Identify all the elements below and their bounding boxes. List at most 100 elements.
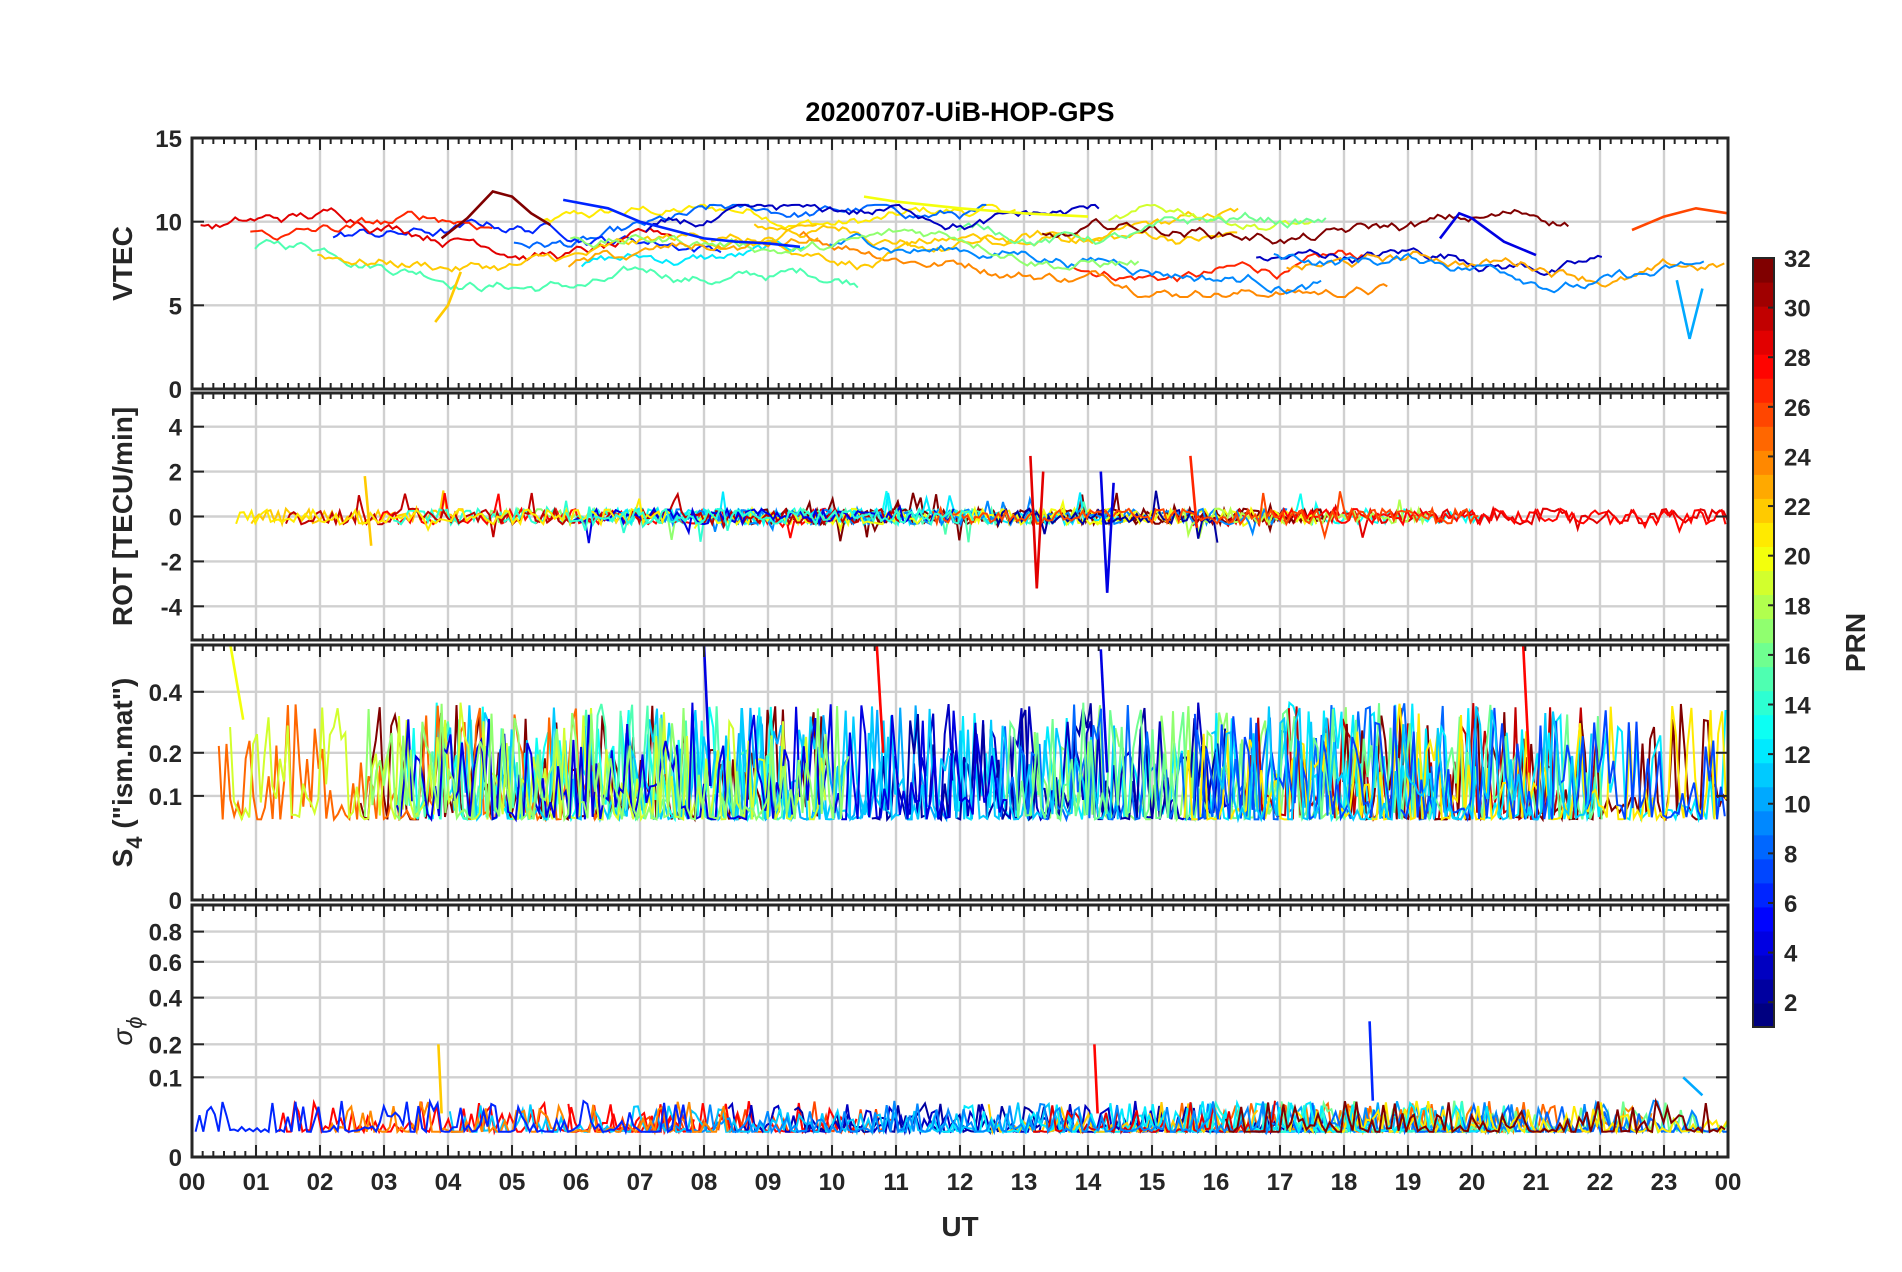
x-tick-label: 10 [819,1169,846,1196]
series-prn-22 [363,475,373,546]
colorbar-swatch [1753,690,1774,716]
panel-rot: -4 -2 0 2 4 ROT [TECU/min] [107,391,1730,642]
trace-background [621,706,1119,823]
colorbar-swatch [1753,426,1774,451]
colorbar-swatch [1753,786,1774,812]
x-tick-label: 04 [435,1169,462,1196]
series-prn-20 [229,645,245,720]
trace-background [992,703,1448,823]
colorbar-swatch [1753,378,1774,403]
y-tick-label: 0 [169,1145,182,1172]
y-tick-label: 15 [155,126,182,153]
colorbar-swatch [1753,882,1774,908]
y-tick-label: 0.1 [149,784,182,811]
x-tick-label: 17 [1267,1169,1294,1196]
colorbar-swatch [1753,402,1774,427]
x-tick-label: 12 [947,1169,974,1196]
colorbar-label: PRN [1840,613,1871,672]
colorbar-tick-label: 12 [1784,742,1811,769]
series-prn-28 [1093,1044,1099,1114]
trace-background [217,704,604,823]
series-prn-10 [1682,1076,1704,1097]
x-tick-label: 03 [371,1169,398,1196]
colorbar-swatch [1753,306,1774,331]
colorbar-swatch [1753,618,1774,644]
trace-background [1271,506,1727,534]
y-tick-label: -2 [161,549,182,576]
trace-background [1108,203,1313,231]
colorbar-swatch [1753,762,1774,788]
colorbar-tick-label: 10 [1784,792,1811,819]
x-tick-label: 23 [1651,1169,1678,1196]
series-prn-4 [1099,649,1109,773]
trace-background [1072,249,1366,283]
y-tick-label: 0.8 [149,920,182,947]
colorbar-swatch [1753,906,1774,932]
y-tick-label: 10 [155,210,182,237]
colorbar-swatch [1753,930,1774,956]
colorbar-tick-label: 28 [1784,345,1811,372]
x-tick-label: 14 [1075,1169,1102,1196]
trace-background [573,504,955,544]
y-tick-label: 2 [169,460,182,487]
trace-background [363,703,850,823]
panel-s4: 0 0.1 0.2 0.4S4 ("ism.mat") [107,643,1730,915]
trace-background [753,207,1239,247]
y-tick-label: 0.1 [149,1065,182,1092]
x-tick-label: 07 [627,1169,654,1196]
colorbar-tick-label: 4 [1784,941,1798,968]
traces-vtec [200,190,1728,340]
x-tick-label: 01 [243,1169,270,1196]
series-prn-4 [1438,211,1537,257]
colorbar-swatch [1753,666,1774,692]
colorbar-swatch [1753,282,1774,307]
y-axis-label-vtec: VTEC [107,226,138,301]
y-tick-label: 0.4 [149,986,183,1013]
x-tick-label: 22 [1587,1169,1614,1196]
x-axis-label: UT [941,1211,978,1242]
series-prn-6 [562,198,801,249]
series-prn-4 [1099,471,1115,593]
series-prn-20 [863,195,1089,218]
colorbar-tick-label: 32 [1784,246,1811,273]
trace-background [1273,252,1705,294]
panel-sigma: 0 0.1 0.2 0.4 0.6 0.8 σϕ 00 01 02 03 04 05 06 07 08 09 10… [107,903,1742,1196]
traces-sigma [194,1021,1728,1136]
colorbar-swatch [1753,546,1774,572]
y-tick-label: 0 [169,377,182,404]
x-tick-label: 15 [1139,1169,1166,1196]
x-tick-label: 05 [499,1169,526,1196]
colorbar-swatch [1753,978,1774,1004]
colorbar-swatch [1753,810,1774,836]
panel-vtec: 0 5 10 15 VTEC [107,126,1730,404]
trace-background [956,211,1327,247]
colorbar-swatch [1753,474,1774,499]
y-axis-label-rot: ROT [TECU/min] [107,407,138,626]
series-prn-22 [437,1044,443,1114]
colorbar-tick-label: 16 [1784,643,1811,670]
colorbar-frame [1752,257,1775,1028]
series-prn-26 [1631,206,1728,232]
series-prn-10 [1675,279,1704,340]
trace-background [580,238,805,268]
colorbar-tick-label: 6 [1784,891,1797,918]
x-tick-label: 00 [1715,1169,1742,1196]
trace-background [1256,247,1603,276]
trace-background [925,1101,1492,1136]
series-prn-28 [1521,645,1531,773]
series-prn-32 [440,190,552,240]
colorbar-swatch [1753,834,1774,860]
colorbar-swatch [1753,498,1774,523]
series-prn-27 [1189,455,1199,528]
y-tick-label: 0.4 [149,680,183,707]
colorbar-tick-label: 14 [1784,693,1811,720]
colorbar-swatch [1753,258,1774,283]
trace-background [1183,703,1727,824]
colorbar-swatch [1753,330,1774,355]
y-tick-label: 4 [169,415,183,442]
colorbar-tick-label: 2 [1784,990,1797,1017]
x-tick-label: 08 [691,1169,718,1196]
x-tick-label: 11 [883,1169,908,1196]
x-tick-label: 19 [1395,1169,1422,1196]
